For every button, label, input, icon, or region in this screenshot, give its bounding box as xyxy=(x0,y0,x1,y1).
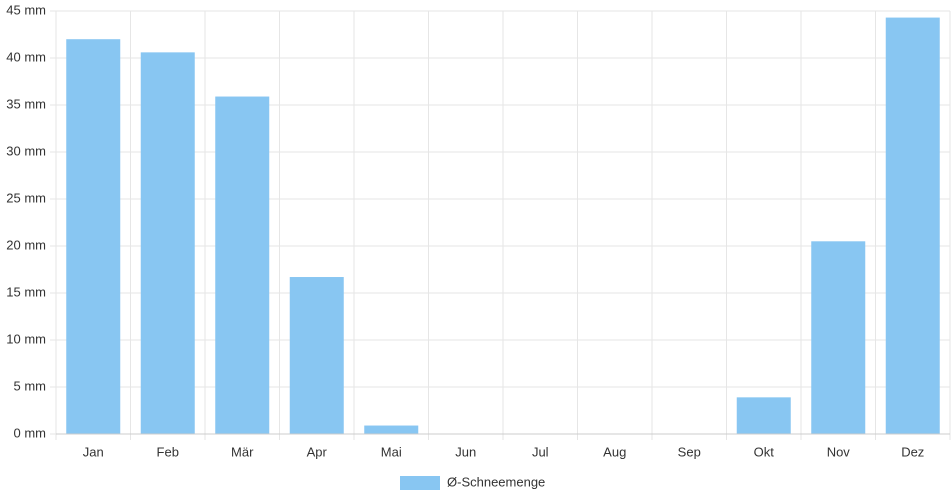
x-tick-label: Apr xyxy=(307,444,328,459)
x-tick-label: Jun xyxy=(455,444,476,459)
x-tick-label: Mai xyxy=(381,444,402,459)
x-tick-label: Sep xyxy=(678,444,701,459)
bar xyxy=(289,277,344,434)
bar xyxy=(140,52,195,435)
x-tick-label: Dez xyxy=(901,444,924,459)
y-tick-label: 40 mm xyxy=(6,49,46,64)
bar xyxy=(364,425,419,434)
y-tick-label: 20 mm xyxy=(6,237,46,252)
bar xyxy=(215,96,270,434)
x-tick-label: Okt xyxy=(754,444,775,459)
y-tick-label: 15 mm xyxy=(6,284,46,299)
y-tick-label: 30 mm xyxy=(6,143,46,158)
bar xyxy=(885,17,940,435)
bar xyxy=(811,241,866,434)
x-tick-label: Aug xyxy=(603,444,626,459)
y-tick-label: 45 mm xyxy=(6,2,46,17)
x-tick-label: Mär xyxy=(231,444,254,459)
y-tick-label: 10 mm xyxy=(6,331,46,346)
x-tick-label: Nov xyxy=(827,444,851,459)
legend-label: Ø-Schneemenge xyxy=(447,474,545,489)
x-tick-label: Jul xyxy=(532,444,549,459)
bar xyxy=(736,397,791,434)
x-tick-label: Jan xyxy=(83,444,104,459)
y-tick-label: 35 mm xyxy=(6,96,46,111)
y-tick-label: 0 mm xyxy=(14,425,47,440)
y-tick-label: 25 mm xyxy=(6,190,46,205)
bar xyxy=(66,39,121,434)
y-tick-label: 5 mm xyxy=(14,378,47,393)
x-tick-label: Feb xyxy=(157,444,179,459)
legend-swatch xyxy=(400,476,440,490)
